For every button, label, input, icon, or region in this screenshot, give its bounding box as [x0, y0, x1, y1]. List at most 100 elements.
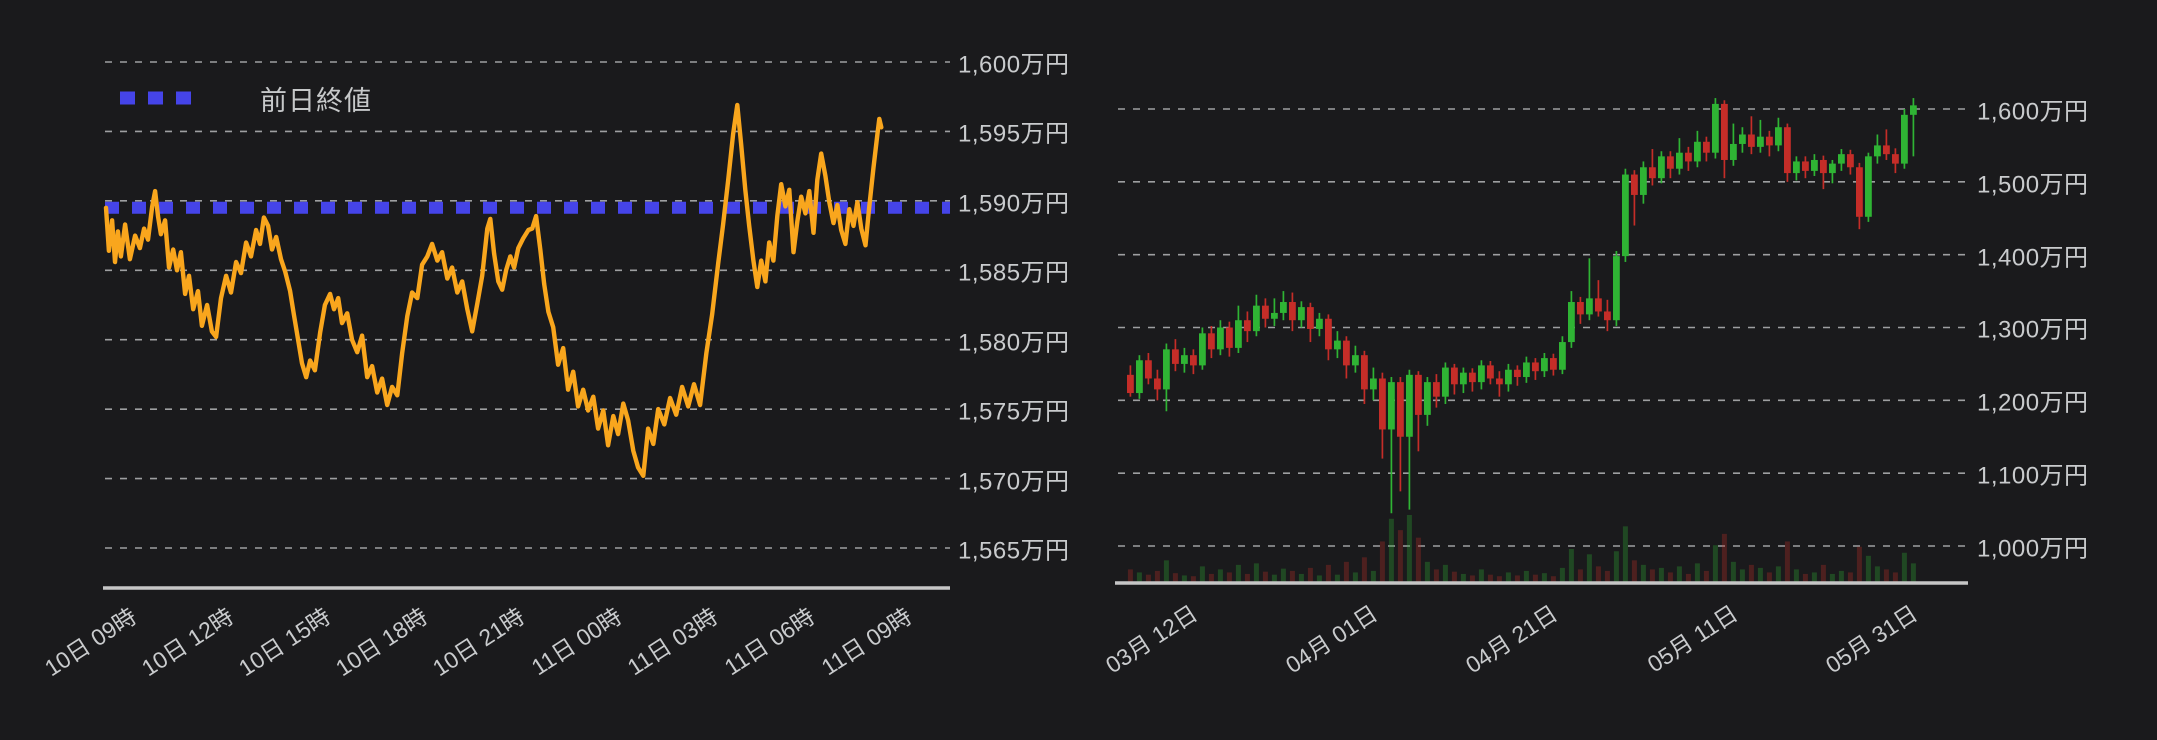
candle-body — [1748, 134, 1755, 147]
volume-bar — [1613, 551, 1619, 583]
volume-bar — [1568, 549, 1574, 583]
candle-body — [1856, 167, 1863, 217]
candle-body — [1289, 302, 1296, 321]
volume-bar — [1280, 568, 1286, 583]
y-axis-label: 1,000万円 — [1977, 535, 2089, 563]
candle-body — [1352, 355, 1359, 366]
y-axis-label: 1,300万円 — [1977, 316, 2089, 344]
volume-bar — [1469, 575, 1475, 583]
volume-bar — [1703, 570, 1709, 583]
candle-body — [1883, 145, 1890, 155]
volume-bar — [1802, 573, 1808, 583]
candle-body — [1451, 367, 1458, 385]
volume-bar — [1235, 564, 1241, 583]
volume-bar — [1244, 573, 1250, 583]
candle-body — [1694, 141, 1701, 162]
candle-body — [1379, 378, 1386, 430]
volume-bar — [1676, 566, 1682, 583]
candle-body — [1631, 174, 1638, 195]
candle-body — [1901, 114, 1908, 164]
candle-body — [1766, 136, 1773, 146]
candle-body — [1163, 349, 1170, 390]
volume-bar — [1442, 564, 1448, 583]
volume-bar — [1415, 537, 1421, 583]
candle-body — [1505, 369, 1512, 385]
candle-body — [1478, 365, 1485, 383]
volume-bar — [1478, 569, 1484, 583]
candle-body — [1577, 302, 1584, 315]
candle-body — [1415, 374, 1422, 415]
candle-body — [1649, 167, 1656, 179]
y-axis-label: 1,500万円 — [1977, 171, 2089, 199]
volume-bar — [1829, 573, 1835, 583]
volume-bar — [1316, 575, 1322, 583]
volume-bar — [1874, 566, 1880, 583]
candle-body — [1757, 136, 1764, 147]
candle-body — [1460, 372, 1467, 385]
y-axis-label: 1,580万円 — [958, 329, 1070, 357]
candle-body — [1469, 372, 1476, 383]
volume-bar — [1640, 564, 1646, 583]
candle-body — [1325, 318, 1332, 350]
volume-bar — [1775, 566, 1781, 583]
candle-body — [1829, 163, 1836, 174]
volume-bar — [1748, 564, 1754, 583]
candle-body — [1739, 134, 1746, 144]
volume-bar — [1163, 560, 1169, 583]
volume-bar — [1190, 576, 1196, 583]
candle-body — [1676, 152, 1683, 169]
prev-close-legend: 前日終値 — [120, 80, 372, 116]
candle-body — [1370, 378, 1377, 390]
candle-body — [1316, 318, 1323, 329]
candle-body — [1244, 320, 1251, 332]
candle-body — [1685, 152, 1692, 162]
candle-body — [1343, 340, 1350, 366]
volume-bar — [1307, 567, 1313, 583]
volume-bar — [1451, 571, 1457, 583]
candle-body — [1424, 382, 1431, 415]
volume-bar — [1487, 574, 1493, 583]
y-axis-label: 1,585万円 — [958, 259, 1070, 287]
candle-body — [1208, 333, 1215, 350]
volume-bar — [1541, 573, 1547, 583]
volume-bar — [1847, 572, 1853, 583]
candle-body — [1514, 369, 1521, 378]
volume-bar — [1892, 572, 1898, 583]
candle-body — [1658, 156, 1665, 179]
volume-bar — [1406, 515, 1412, 583]
volume-bar — [1604, 570, 1610, 583]
candle-body — [1784, 127, 1791, 174]
volume-bar — [1559, 567, 1565, 583]
candle-body — [1568, 302, 1575, 343]
y-axis-label: 1,600万円 — [958, 51, 1070, 79]
volume-bar — [1352, 572, 1358, 583]
candle-body — [1226, 327, 1233, 348]
volume-bar — [1379, 541, 1385, 583]
y-axis-label: 1,570万円 — [958, 468, 1070, 496]
candle-body — [1559, 342, 1566, 370]
volume-bar — [1784, 541, 1790, 583]
candle-body — [1712, 103, 1719, 153]
candle-body — [1496, 378, 1503, 385]
daily-chart-canvas[interactable] — [1118, 60, 1968, 585]
candle-body — [1721, 103, 1728, 160]
intraday-chart-canvas[interactable] — [105, 40, 950, 588]
volume-bar — [1838, 570, 1844, 583]
volume-bar — [1289, 570, 1295, 583]
volume-bar — [1460, 573, 1466, 583]
candle-body — [1127, 374, 1134, 394]
volume-bar — [1757, 567, 1763, 583]
volume-bar — [1595, 566, 1601, 583]
candle-body — [1802, 161, 1809, 171]
volume-bar — [1181, 575, 1187, 583]
volume-bar — [1496, 576, 1502, 583]
candle-body — [1154, 378, 1161, 390]
volume-bar — [1136, 572, 1142, 583]
candle-body — [1820, 159, 1827, 174]
volume-bar — [1685, 573, 1691, 583]
candle-body — [1838, 154, 1845, 164]
volume-bar — [1361, 557, 1367, 583]
volume-bar — [1712, 545, 1718, 583]
volume-bar — [1649, 569, 1655, 583]
candle-body — [1604, 311, 1611, 321]
